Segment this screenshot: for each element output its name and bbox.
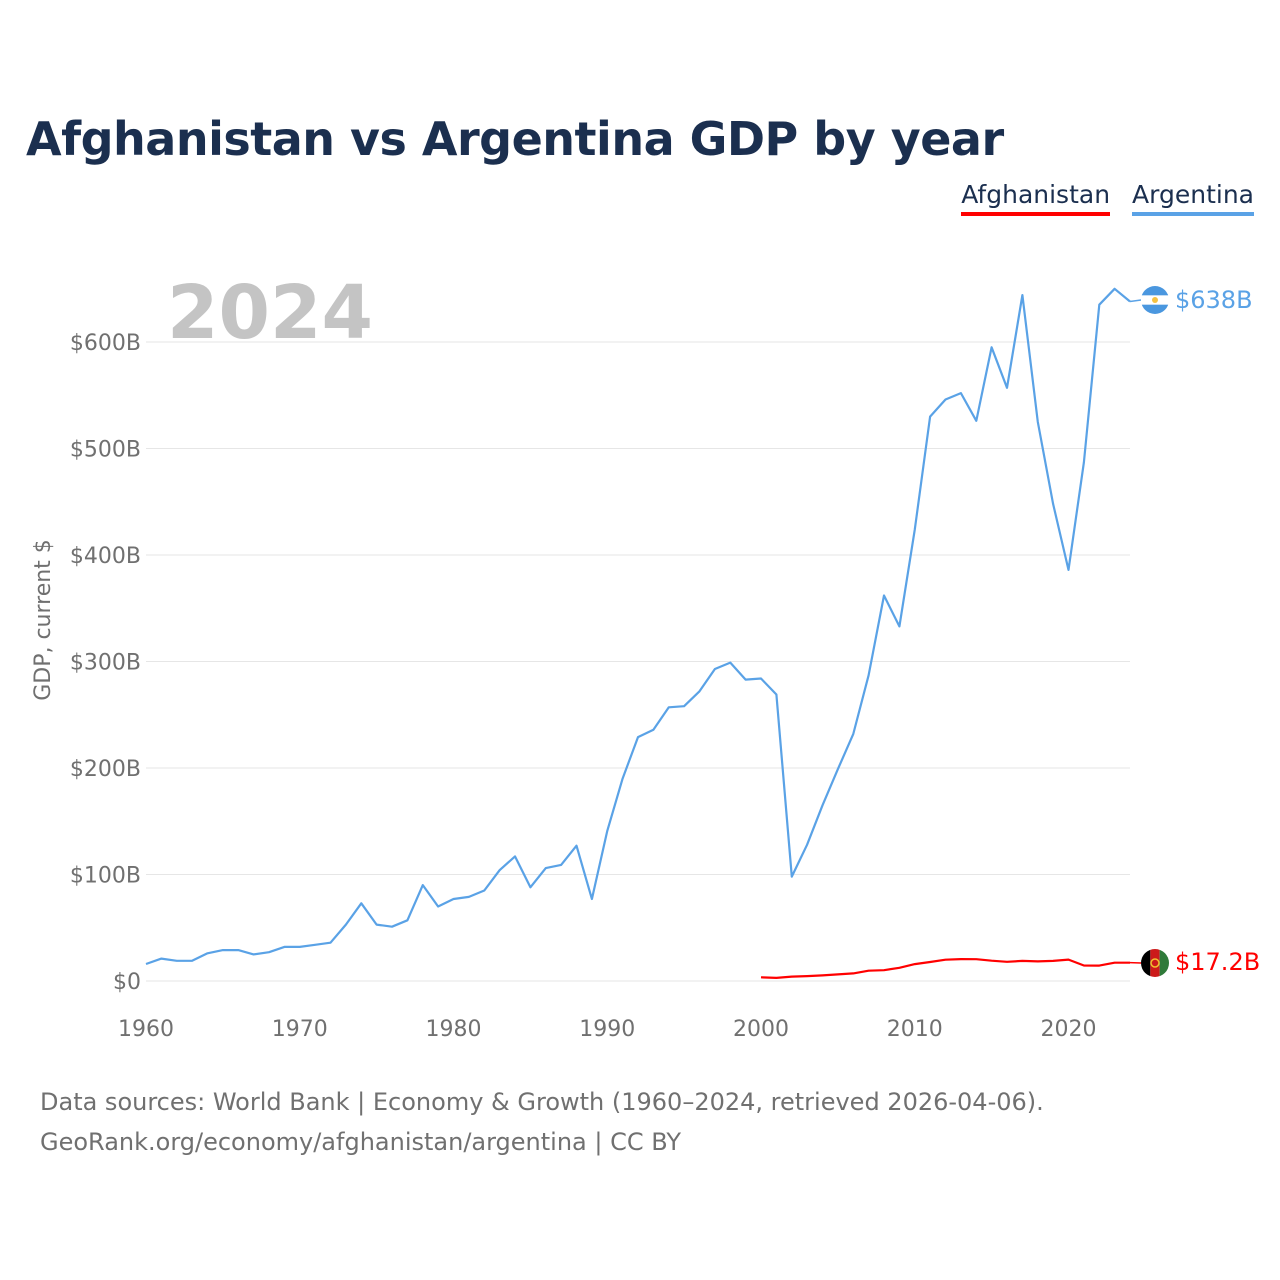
y-tick-label: $600B: [70, 331, 141, 356]
data-source-note: Data sources: World Bank | Economy & Gro…: [40, 1088, 1044, 1116]
y-tick-label: $0: [113, 970, 141, 995]
footer: Data sources: World Bank | Economy & Gro…: [40, 1082, 1044, 1162]
y-tick-label: $300B: [70, 651, 141, 676]
source-link[interactable]: GeoRank.org/economy/afghanistan/argentin…: [40, 1128, 682, 1156]
argentina-end-label: $638B: [1175, 286, 1253, 314]
afghanistan-flag-icon: [1141, 949, 1169, 977]
gridlines: [146, 341, 1130, 982]
x-tick-label: 1990: [579, 1017, 635, 1042]
y-tick-label: $200B: [70, 757, 141, 782]
legend: Afghanistan Argentina: [961, 180, 1254, 216]
y-axis-label: GDP, current $: [31, 539, 56, 701]
legend-afghanistan[interactable]: Afghanistan: [961, 180, 1111, 216]
x-tick-label: 2010: [887, 1017, 943, 1042]
x-tick-label: 2000: [733, 1017, 789, 1042]
line-chart: 2024 $0 $100B $200B $300B $400B $500B $600B 19…: [31, 270, 1260, 1042]
y-tick-label: $500B: [70, 438, 141, 463]
y-axis: $0 $100B $200B $300B $400B $500B $600B: [70, 331, 141, 995]
legend-argentina[interactable]: Argentina: [1132, 180, 1254, 216]
argentina-flag-icon: [1141, 286, 1169, 314]
x-tick-label: 1960: [118, 1017, 174, 1042]
x-tick-label: 1970: [272, 1017, 328, 1042]
x-tick-label: 2020: [1041, 1017, 1097, 1042]
afghanistan-end-label: $17.2B: [1175, 948, 1260, 976]
y-tick-label: $400B: [70, 544, 141, 569]
chart-title: Afghanistan vs Argentina GDP by year: [26, 112, 1004, 166]
x-tick-label: 1980: [426, 1017, 482, 1042]
series: [145, 287, 1131, 980]
x-axis: 1960 1970 1980 1990 2000 2010 2020: [118, 1017, 1097, 1042]
year-watermark: 2024: [167, 270, 373, 356]
y-tick-label: $100B: [70, 864, 141, 889]
series-line-afghanistan: [760, 957, 1130, 980]
argentina-end-connector: [1129, 299, 1142, 303]
series-line-argentina: [145, 287, 1131, 966]
